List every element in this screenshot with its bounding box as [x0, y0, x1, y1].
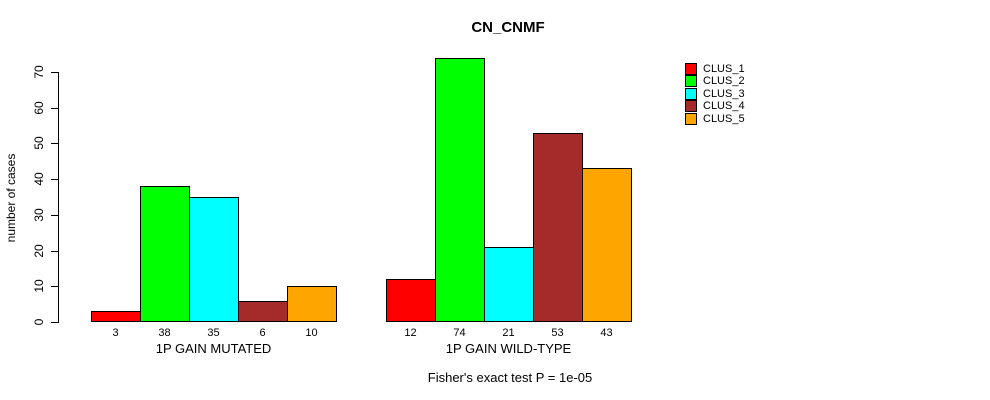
bar-clus_2 — [435, 58, 485, 322]
legend-swatch — [685, 75, 697, 88]
y-tick-label: 50 — [32, 136, 46, 151]
bar-value-label: 21 — [502, 327, 515, 339]
bar-clus_1 — [386, 279, 436, 322]
legend-item-clus_5: CLUS_5 — [685, 112, 745, 125]
y-tick-mark — [51, 286, 58, 288]
bar-clus_2 — [140, 186, 190, 322]
bar-value-label: 38 — [158, 327, 171, 339]
bar-clus_1 — [91, 311, 141, 322]
legend-swatch — [685, 112, 697, 125]
y-tick-mark — [51, 72, 58, 73]
legend-label: CLUS_5 — [703, 112, 745, 125]
bar-value-label: 53 — [551, 327, 564, 339]
bar-value-label: 43 — [600, 327, 613, 339]
bar-clus_5 — [287, 286, 337, 322]
y-tick-mark — [51, 143, 58, 145]
bar-clus_3 — [484, 247, 534, 322]
group-label: 1P GAIN MUTATED — [155, 341, 272, 356]
y-tick-label: 20 — [32, 243, 46, 258]
bar-value-label: 3 — [112, 327, 119, 339]
bar-clus_3 — [189, 197, 239, 322]
y-tick-mark — [51, 322, 58, 323]
y-tick-mark — [51, 179, 58, 181]
y-tick-label: 40 — [32, 172, 46, 186]
legend-label: CLUS_3 — [703, 87, 745, 100]
y-tick-label: 0 — [32, 318, 46, 326]
legend-label: CLUS_4 — [703, 100, 745, 113]
bar-value-label: 10 — [305, 327, 318, 339]
y-tick-label: 30 — [32, 208, 46, 222]
legend-item-clus_2: CLUS_2 — [685, 75, 745, 88]
y-tick-label: 70 — [32, 65, 46, 79]
bar-value-label: 35 — [207, 327, 220, 339]
bar-value-label: 12 — [404, 327, 417, 339]
y-axis-title: number of cases — [4, 153, 18, 243]
legend-item-clus_3: CLUS_3 — [685, 87, 745, 100]
chart-title: CN_CNMF — [471, 19, 545, 36]
y-tick-mark — [51, 250, 58, 252]
group-label: 1P GAIN WILD-TYPE — [445, 341, 572, 356]
bar-clus_4 — [238, 301, 288, 322]
legend-label: CLUS_1 — [703, 63, 745, 75]
legend-item-clus_1: CLUS_1 — [685, 63, 745, 75]
bar-value-label: 74 — [453, 327, 466, 339]
y-tick-label: 60 — [32, 101, 46, 115]
legend-swatch — [685, 63, 697, 75]
legend-label: CLUS_2 — [703, 75, 745, 88]
fisher-test-caption: Fisher's exact test P = 1e-05 — [427, 370, 593, 385]
y-tick-mark — [51, 214, 58, 216]
y-axis-line — [58, 72, 59, 323]
bar-clus_5 — [582, 168, 632, 322]
bar-clus_4 — [533, 133, 583, 322]
y-tick-label: 10 — [32, 279, 46, 293]
legend-swatch — [685, 87, 697, 100]
legend-item-clus_4: CLUS_4 — [685, 100, 745, 113]
bar-value-label: 6 — [259, 327, 266, 339]
y-tick-mark — [51, 107, 58, 109]
legend-swatch — [685, 100, 697, 113]
